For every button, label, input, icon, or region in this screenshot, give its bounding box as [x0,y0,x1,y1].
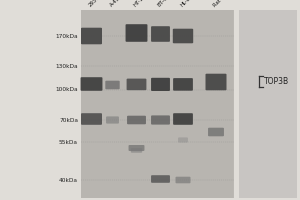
FancyBboxPatch shape [127,79,146,90]
Text: 170kDa: 170kDa [56,33,78,38]
Text: 293T: 293T [88,0,101,8]
FancyBboxPatch shape [151,26,170,42]
FancyBboxPatch shape [151,175,170,183]
Bar [238,10,297,198]
FancyBboxPatch shape [173,78,193,91]
FancyBboxPatch shape [176,177,190,183]
Text: BT-474: BT-474 [157,0,173,8]
FancyBboxPatch shape [151,115,170,125]
FancyBboxPatch shape [131,148,142,153]
FancyBboxPatch shape [151,78,170,91]
Text: Rat thymus: Rat thymus [212,0,238,8]
FancyBboxPatch shape [173,29,193,43]
FancyBboxPatch shape [127,116,146,124]
FancyBboxPatch shape [129,145,145,151]
FancyBboxPatch shape [81,113,102,125]
Text: 55kDa: 55kDa [59,140,78,144]
Text: 70kDa: 70kDa [59,117,78,122]
Text: TOP3B: TOP3B [264,77,289,86]
Text: 40kDa: 40kDa [59,178,78,182]
Text: A-431: A-431 [109,0,123,8]
Text: HT-1080: HT-1080 [133,0,152,8]
Bar [81,10,236,198]
FancyBboxPatch shape [106,116,119,124]
Text: HL-60: HL-60 [179,0,194,8]
FancyBboxPatch shape [206,74,226,90]
FancyBboxPatch shape [81,28,102,44]
FancyBboxPatch shape [178,137,188,143]
FancyBboxPatch shape [80,77,102,91]
Text: 130kDa: 130kDa [56,64,78,68]
Text: 100kDa: 100kDa [56,87,78,92]
FancyBboxPatch shape [126,24,148,42]
FancyBboxPatch shape [173,113,193,125]
FancyBboxPatch shape [208,128,224,136]
FancyBboxPatch shape [105,81,120,89]
